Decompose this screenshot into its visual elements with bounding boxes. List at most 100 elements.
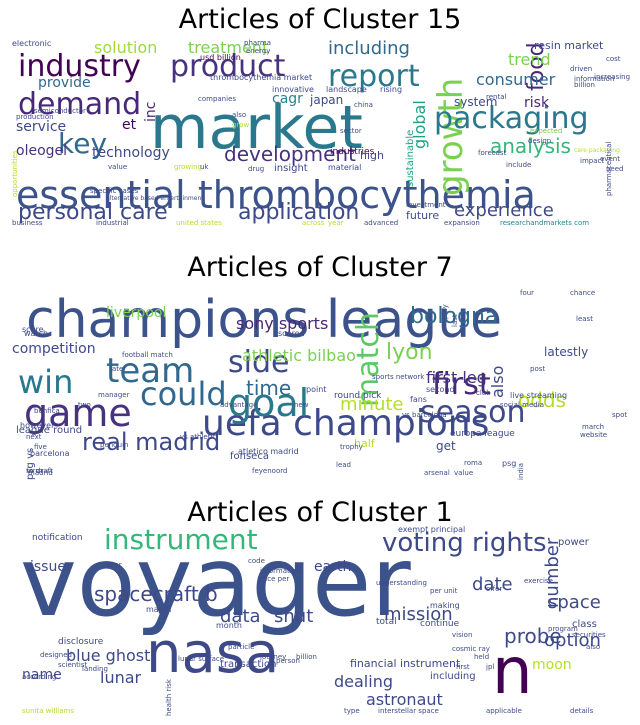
cloud-word: number [542,537,563,608]
cloud-word: feyenoord [252,467,288,475]
cloud-word: post [530,365,546,373]
cloud-word: team [106,351,195,391]
cloud-word: lead [336,461,351,469]
cloud-word: risk [524,95,550,111]
cloud-word: industrial [96,219,129,227]
cloud-word: voyager [20,526,411,638]
cloud-word: voting rights [382,528,547,558]
cloud-word: essential thrombocythemia [16,173,536,217]
cloud-word: two [78,401,91,409]
cloud-word: spacecraft b [94,582,218,606]
cloud-word: according [22,673,57,681]
cloud-word: person [276,657,300,665]
cloud-word: exempt principal [398,525,466,534]
cloud-word: play [441,304,449,319]
cloud-word: design [528,137,552,145]
cloud-word: insight [274,163,308,174]
cloud-word: code [248,557,265,565]
cloud-word: india [517,462,525,480]
cloud-word: forecast [478,149,507,157]
cloud-word: expansion [444,219,480,227]
cloud-word: rising [380,85,403,94]
cloud-word: inc [143,101,159,122]
cloud-word: astronaut [366,690,443,709]
cloud-word: designed [40,651,72,659]
cloud-word: europa league [450,429,515,439]
cloud-word: arsenal [424,469,450,477]
cloud-word: goal [228,381,310,425]
cloud-word: scored [278,329,305,338]
cloud-word: lunar surface [178,655,225,663]
cloud-word: spot [612,411,628,419]
cloud-word: held [474,653,490,661]
cloud-word: last [451,314,459,327]
cloud-word: club [476,389,491,397]
cloud-word: expected [530,127,563,135]
cloud-word: pharma [244,39,272,47]
cloud-word: health risk [165,679,173,716]
cloud-word: drug [248,165,265,173]
cloud-word: class [572,619,597,630]
cloud-word: cagr [272,91,303,107]
cloud-word: include [506,161,532,169]
cloud-word: nasa [146,621,280,686]
cloud-word: first [432,367,491,402]
cloud-word: also [232,111,247,119]
cloud-word: first leg [426,368,487,387]
cloud-word: understanding [376,579,427,587]
cloud-word: uk [200,163,209,171]
cloud-word: data [220,606,261,627]
cloud-word: madrid [28,469,53,477]
cloud-word: chance [570,289,596,297]
cloud-word: date [472,574,513,595]
cloud-word: including [328,38,410,59]
cloud-word: trophy [340,443,363,451]
cloud-word: high [360,149,384,162]
cloud-word: psg [502,459,517,468]
cloud-word: increasing [594,73,630,81]
cloud-word: particle [228,643,255,651]
cloud-word: including [430,671,476,682]
cloud-word: report [328,59,420,94]
cloud-word: thrombocythemia market [210,73,313,82]
wordcloud-cluster-1: voyager nasa n instrument voting rights space… [10,522,630,716]
cloud-word: landing [82,665,108,673]
cloud-word: half [354,437,375,450]
cloud-word: united states [176,219,222,227]
cloud-word: electronic [12,39,52,48]
cloud-word: future [406,209,440,222]
cloud-word: scientist [58,661,88,669]
cloud-word: social media [500,401,544,409]
cloud-word: information [574,75,615,83]
cloud-word: interstellar space [378,707,439,715]
cloud-word: china [354,101,373,109]
cloud-word: grow [232,121,250,129]
cloud-word: analysis [490,134,571,158]
cloud-word: side [228,345,290,380]
cloud-word: name [22,667,62,683]
cloud-word: football match [122,351,173,359]
cloud-word: care packaging [574,147,620,154]
cloud-word: billion [574,81,595,89]
cloud-word: website [580,431,608,439]
cloud-word: lyon [386,340,433,365]
cloud-word: cost [606,55,621,63]
cloud-word: driven [570,65,593,73]
cloud-word: month [216,621,242,630]
cloud-word: cosmic ray [452,645,490,653]
cloud-word: champions league [26,290,503,350]
cloud-word: billion [296,653,317,661]
cloud-word: usd billion [200,53,241,62]
cloud-word: type [344,707,360,715]
cloud-word: consumer [476,70,556,89]
cloud-word: treatment [188,38,269,57]
cloud-word: march [582,423,605,431]
cloud-word: earth [314,559,352,575]
cloud-word: innovative [272,85,314,94]
cloud-word: specific cases [90,187,139,195]
cloud-word: season [420,395,526,430]
cloud-word: vs barcelona [402,411,447,419]
cloud-word: applicable [486,707,522,715]
cloud-word: event [600,155,620,163]
cloud-word: league round [16,425,83,436]
